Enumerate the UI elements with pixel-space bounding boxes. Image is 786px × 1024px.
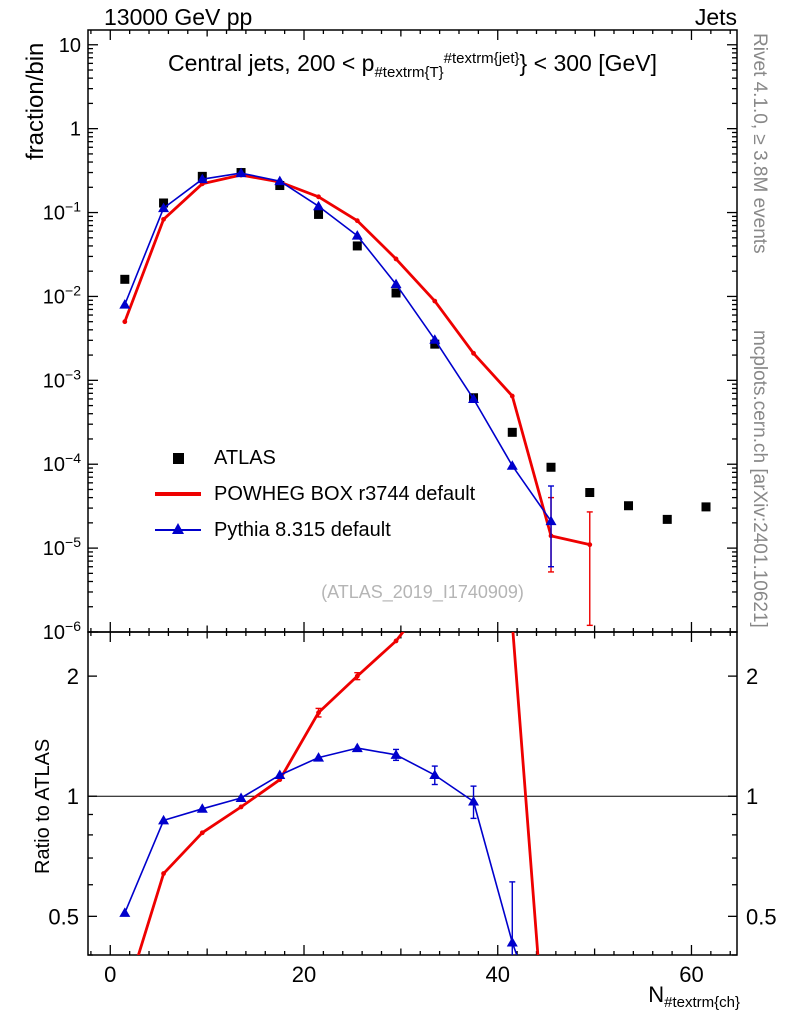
svg-text:10−3: 10−3 <box>43 366 81 392</box>
y-axis-label-main: fraction/bin <box>22 42 49 160</box>
y-axis-label-ratio: Ratio to ATLAS <box>32 738 54 874</box>
legend-swatch-powheg <box>148 476 208 512</box>
legend-label-powheg: POWHEG BOX r3744 default <box>214 482 476 505</box>
plot-title: Central jets, 200 < p#textrm{T}#textrm{j… <box>88 50 737 81</box>
svg-text:60: 60 <box>679 962 703 987</box>
x-axis-label-subscript: #textrm{ch} <box>664 994 740 1011</box>
x-axis-label: N#textrm{ch} <box>437 982 740 1011</box>
plot-title-subscript: #textrm{T} <box>374 64 444 81</box>
svg-text:1: 1 <box>746 784 758 809</box>
svg-text:0.5: 0.5 <box>48 904 79 929</box>
svg-text:40: 40 <box>485 962 509 987</box>
legend-swatch-atlas <box>148 440 208 476</box>
svg-text:10: 10 <box>59 35 81 57</box>
pythia-triangle-marker-icon <box>172 523 184 534</box>
svg-text:2: 2 <box>746 664 758 689</box>
svg-text:10−6: 10−6 <box>43 618 81 644</box>
legend-label-atlas: ATLAS <box>214 446 276 469</box>
atlas-square-marker-icon <box>172 452 184 464</box>
rivet-version-note: Rivet 4.1.0, ≥ 3.8M events <box>749 33 770 254</box>
powheg-line-icon <box>155 492 201 496</box>
legend-item-pythia: Pythia 8.315 default <box>148 512 475 548</box>
svg-text:2: 2 <box>67 664 79 689</box>
svg-text:10−1: 10−1 <box>43 199 81 225</box>
legend: ATLAS POWHEG BOX r3744 default Pythia 8.… <box>148 440 475 548</box>
legend-label-pythia: Pythia 8.315 default <box>214 518 391 541</box>
plot-title-superscript: #textrm{jet} <box>443 50 520 67</box>
svg-text:1: 1 <box>67 784 79 809</box>
legend-item-powheg: POWHEG BOX r3744 default <box>148 476 475 512</box>
svg-text:10−5: 10−5 <box>43 534 81 560</box>
svg-text:1: 1 <box>70 119 81 141</box>
beam-energy-label: 13000 GeV pp <box>104 4 253 30</box>
x-axis-label-text: N <box>648 982 665 1007</box>
plot-title-text: Central jets, 200 < p <box>167 50 375 76</box>
mcplots-reference-note: mcplots.cern.ch [arXiv:2401.10621] <box>749 330 770 628</box>
legend-swatch-pythia <box>148 512 208 548</box>
svg-text:0.5: 0.5 <box>746 904 777 929</box>
svg-text:10−2: 10−2 <box>43 282 81 308</box>
svg-text:20: 20 <box>292 962 316 987</box>
analysis-type-label: Jets <box>694 4 737 30</box>
svg-text:0: 0 <box>104 962 116 987</box>
svg-text:10−4: 10−4 <box>43 450 81 476</box>
plot-title-suffix: } < 300 [GeV] <box>519 50 658 76</box>
legend-item-atlas: ATLAS <box>148 440 475 476</box>
analysis-id-watermark: (ATLAS_2019_I1740909) <box>321 582 524 602</box>
